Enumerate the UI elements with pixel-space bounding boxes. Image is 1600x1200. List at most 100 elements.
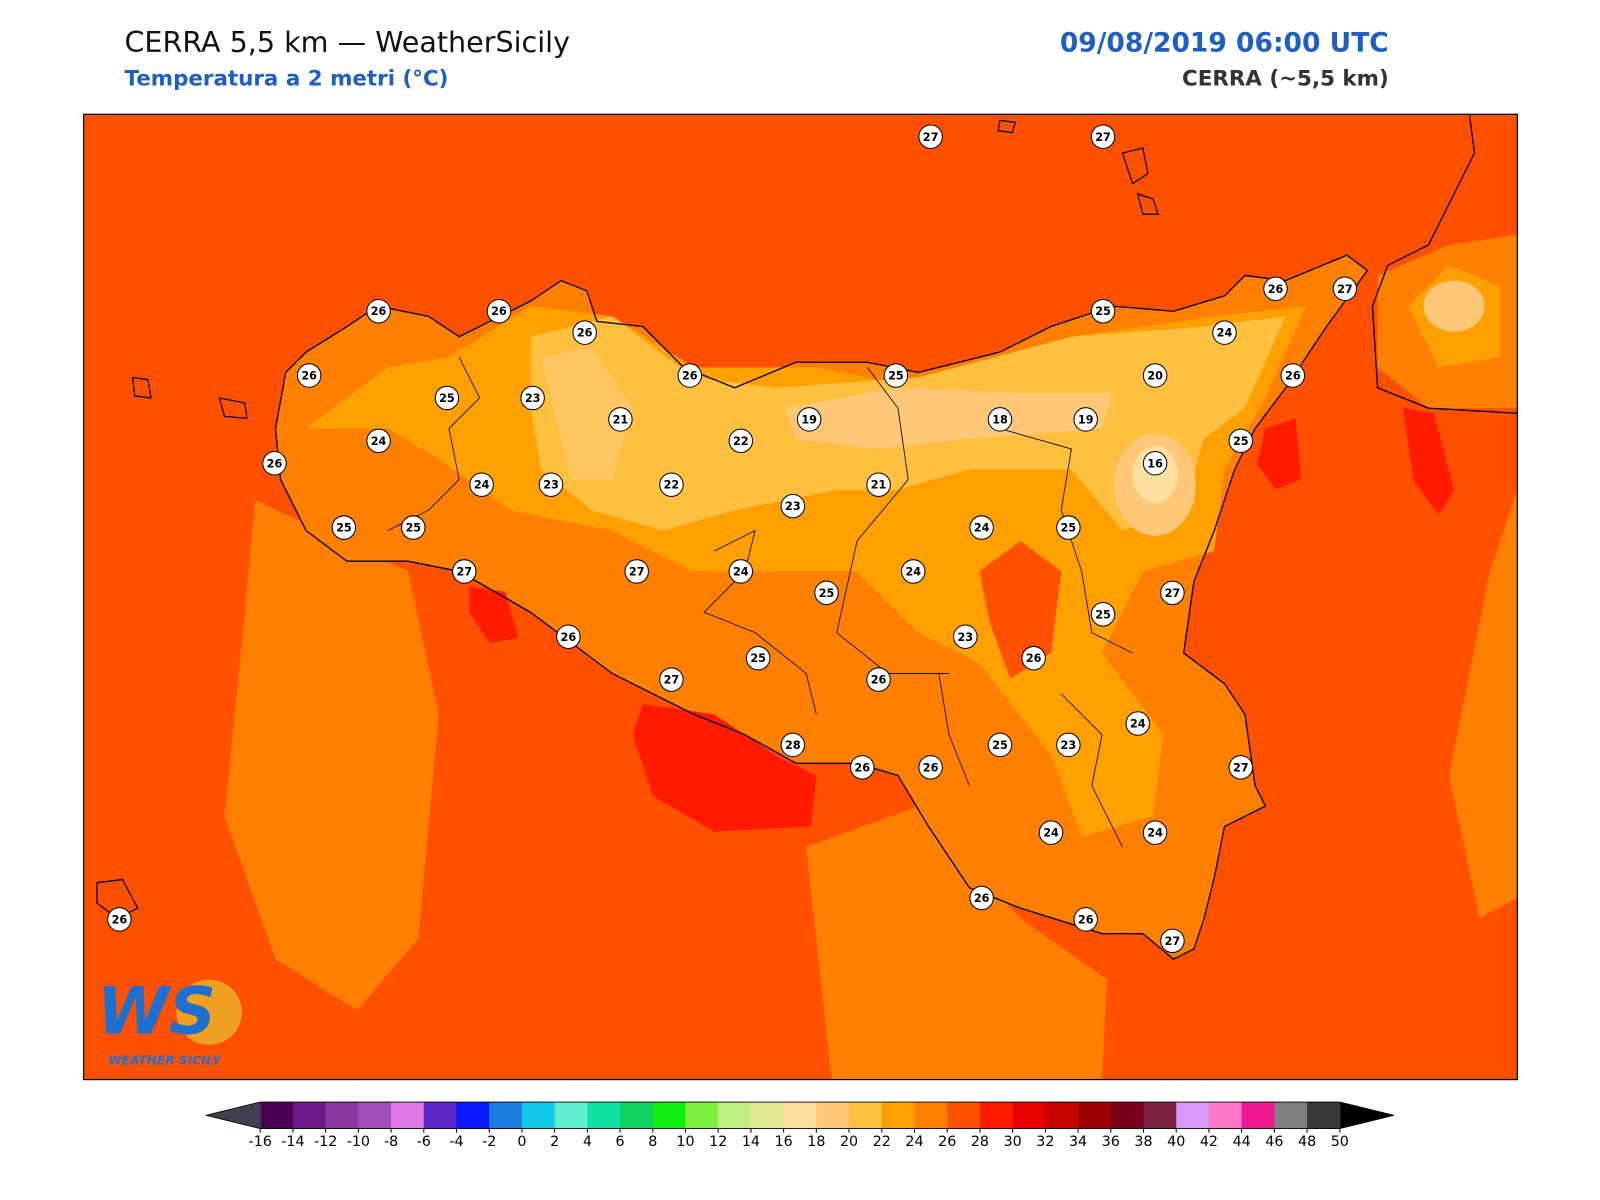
station-marker <box>366 298 391 324</box>
model-label: CERRA (~5,5 km) <box>1182 67 1389 92</box>
station-value: 27 <box>1165 587 1181 600</box>
station-marker <box>901 559 926 584</box>
colorbar-tick-label: -16 <box>249 1134 272 1150</box>
station-value: 26 <box>301 370 317 383</box>
colorbar-tick-label: 42 <box>1200 1134 1218 1150</box>
station-marker <box>1212 320 1237 345</box>
station-value: 27 <box>1233 761 1249 774</box>
province-borders <box>387 356 1133 848</box>
station-value: 27 <box>629 565 645 578</box>
station-marker <box>1056 515 1081 540</box>
station-marker <box>331 515 357 540</box>
colorbar-tick-label: 22 <box>873 1134 891 1150</box>
colorbar-segment <box>881 1102 916 1129</box>
colorbar-tick-label: 44 <box>1233 1134 1251 1150</box>
colorbar-segment <box>1045 1102 1079 1129</box>
station-value: 23 <box>785 500 801 513</box>
colorbar-segment <box>1241 1102 1275 1129</box>
station-marker <box>814 580 839 606</box>
logo-mark: WS <box>97 973 216 1049</box>
colorbar-tick-label: 24 <box>905 1134 923 1150</box>
station-marker <box>434 385 460 411</box>
hot-field <box>469 586 519 643</box>
colorbar-segment <box>849 1102 883 1129</box>
station-value: 26 <box>577 327 593 340</box>
colorbar-tick-label: -10 <box>347 1134 370 1150</box>
station-marker <box>918 755 943 780</box>
station-value: 16 <box>1147 457 1163 470</box>
colorbar-segment <box>521 1102 556 1129</box>
station-marker <box>608 407 633 432</box>
station-marker <box>728 428 754 454</box>
station-marker <box>780 493 806 519</box>
station-marker <box>866 472 891 497</box>
colorbar-under <box>206 1102 261 1129</box>
colorbar-segment <box>1307 1102 1341 1129</box>
station-value: 25 <box>1233 435 1249 448</box>
station-marker <box>520 385 545 411</box>
station-value: 26 <box>1268 283 1284 296</box>
colorbar-segment <box>1012 1102 1046 1129</box>
station-marker <box>1038 820 1064 845</box>
station-marker <box>780 732 806 758</box>
sicily-field <box>540 346 633 480</box>
station-marker <box>469 472 494 497</box>
station-value: 25 <box>819 587 835 600</box>
station-marker <box>677 363 703 388</box>
station-marker <box>262 451 287 476</box>
station-value: 22 <box>733 435 749 448</box>
station-marker <box>728 559 754 584</box>
colorbar-tick-label: 34 <box>1069 1134 1087 1150</box>
colorbar: -16 -14 -12 -10 -8 -6 -4 -2 0 2 4 6 8 10 12 14 16 18 20 22 2… <box>206 1101 1394 1150</box>
colorbar-segment <box>423 1102 458 1129</box>
hot-field <box>632 704 817 832</box>
station-value: 26 <box>682 370 698 383</box>
colorbar-segment <box>750 1102 785 1129</box>
colorbar-tick-label: 36 <box>1102 1134 1120 1150</box>
station-value: 28 <box>785 739 801 752</box>
station-value: 23 <box>543 479 559 492</box>
colorbar-tick-label: -12 <box>314 1134 337 1150</box>
station-marker <box>486 298 512 324</box>
station-marker <box>796 407 822 432</box>
colorbar-tick-label: -8 <box>384 1134 398 1150</box>
station-value: 26 <box>1285 370 1301 383</box>
station-value: 27 <box>456 565 472 578</box>
station-marker <box>366 428 391 454</box>
station-marker <box>1142 820 1168 845</box>
colorbar-tick-label: 20 <box>840 1134 858 1150</box>
colorbar-segment <box>652 1102 687 1129</box>
colorbar-segment <box>783 1102 817 1129</box>
colorbar-segment <box>1176 1102 1210 1129</box>
station-marker <box>1280 363 1306 388</box>
station-value: 27 <box>1095 131 1111 144</box>
station-marker <box>624 559 649 584</box>
station-value: 26 <box>371 305 387 318</box>
station-value: 24 <box>371 435 387 448</box>
stations: 27 27 26 26 26 25 26 27 24 26 25 23 26 25 20 26 21 19 18 19… <box>107 124 1358 954</box>
logo: WS WEATHER SICILY <box>97 973 242 1068</box>
colorbar-segment <box>1208 1102 1243 1129</box>
colorbar-segment <box>979 1102 1014 1129</box>
colorbar-tick-label: 32 <box>1036 1134 1054 1150</box>
colorbar-tick-label: 26 <box>938 1134 956 1150</box>
station-marker <box>401 515 426 540</box>
station-marker <box>987 732 1013 758</box>
colorbar-segment <box>391 1102 425 1129</box>
station-value: 26 <box>1026 652 1042 665</box>
station-marker <box>1056 732 1081 758</box>
station-value: 23 <box>1061 739 1077 752</box>
station-value: 24 <box>1130 717 1146 730</box>
colorbar-tick-label: 18 <box>807 1134 825 1150</box>
station-marker <box>659 472 684 497</box>
coastline <box>274 254 1369 960</box>
station-marker <box>1125 711 1150 736</box>
station-value: 24 <box>1147 827 1163 840</box>
colorbar-tick-label: 6 <box>616 1134 625 1150</box>
station-value: 25 <box>888 370 904 383</box>
station-value: 25 <box>1095 608 1111 621</box>
colorbar-tick-label: 46 <box>1265 1134 1283 1150</box>
colorbar-tick-label: 2 <box>550 1134 559 1150</box>
station-value: 21 <box>871 479 887 492</box>
